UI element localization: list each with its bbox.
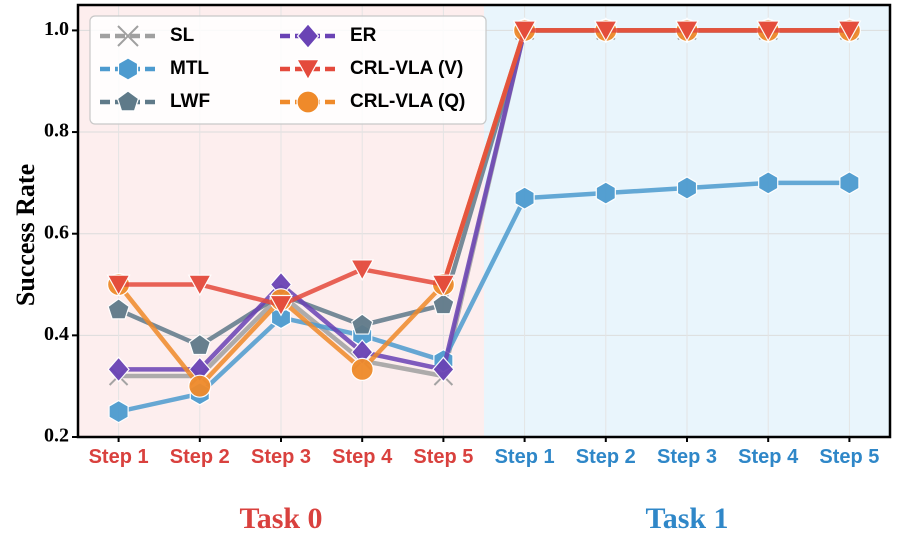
series-crl-vla-v-point-3 bbox=[350, 259, 375, 281]
legend-entry-er-marker bbox=[296, 22, 320, 50]
series-mtl-point-5 bbox=[514, 186, 535, 210]
series-lwf-point-1 bbox=[188, 333, 211, 356]
series-crl-vla-v-point-6 bbox=[593, 20, 618, 43]
series-crl-vla-v-point-1 bbox=[187, 274, 212, 297]
series-lwf-point-3 bbox=[351, 313, 374, 335]
series-crl-vla-v bbox=[106, 20, 862, 317]
series-crl-vla-v-line bbox=[116, 28, 852, 308]
x-tick-label-0: Step 1 bbox=[89, 446, 149, 468]
series-mtl-line bbox=[116, 180, 852, 414]
x-tick-label-6: Step 2 bbox=[576, 446, 636, 468]
series-crl-vla-v-point-8 bbox=[756, 20, 781, 43]
y-tick-label-1: 0.4 bbox=[44, 323, 69, 345]
series-lwf-point-0 bbox=[107, 298, 130, 320]
legend-entry-er-label: ER bbox=[350, 25, 377, 46]
x-tick-label-5: Step 1 bbox=[495, 446, 555, 468]
x-tick-label-2: Step 3 bbox=[251, 446, 311, 468]
legend-entry-crl-vla-q-label: CRL-VLA (Q) bbox=[350, 91, 465, 112]
series-crl-vla-v-point-7 bbox=[674, 20, 700, 43]
legend-entry-mtl: MTL bbox=[100, 57, 209, 81]
y-tick-label-4: 1.0 bbox=[44, 18, 69, 40]
legend-entry-er: ER bbox=[280, 22, 377, 50]
legend-entry-lwf-label: LWF bbox=[170, 91, 210, 112]
y-tick-label-0: 0.2 bbox=[44, 425, 69, 447]
x-tick-label-1: Step 2 bbox=[170, 446, 230, 468]
legend-entry-crl-vla-v-marker bbox=[295, 59, 321, 81]
series-mtl-point-7 bbox=[676, 176, 698, 200]
y-tick-label-2: 0.6 bbox=[44, 221, 69, 243]
group-label-1: Task 1 bbox=[645, 502, 728, 535]
legend-entry-mtl-marker bbox=[117, 57, 139, 81]
legend-entry-crl-vla-v: CRL-VLA (V) bbox=[280, 58, 463, 81]
x-tick-label-4: Step 5 bbox=[413, 446, 473, 468]
series-crl-vla-q-point-3 bbox=[350, 357, 374, 382]
series-mtl-point-6 bbox=[595, 181, 616, 205]
series-mtl-point-0 bbox=[108, 399, 129, 424]
axis-layer: Task 0 Task 1 0.2 0.4 0.6 0.8 1.0 Step 1 Step 2 S… bbox=[44, 3, 892, 535]
legend-entry-crl-vla-q-marker bbox=[296, 90, 320, 114]
x-tick-label-8: Step 4 bbox=[738, 446, 799, 468]
series-lwf-point-4 bbox=[432, 293, 455, 315]
y-tick-label-3: 0.8 bbox=[44, 120, 69, 142]
legend-entry-sl-marker bbox=[117, 25, 139, 47]
series-crl-vla-v-point-9 bbox=[837, 20, 862, 43]
series-crl-vla-v-point-5 bbox=[512, 20, 537, 43]
series-er-point-0 bbox=[107, 356, 130, 383]
x-tick-label-7: Step 3 bbox=[657, 446, 717, 468]
x-tick-label-3: Step 4 bbox=[332, 446, 393, 468]
series-crl-vla-q-point-1 bbox=[188, 374, 212, 398]
y-axis-label: Success Rate bbox=[11, 164, 40, 306]
legend-entry-lwf-marker bbox=[116, 90, 140, 112]
series-mtl-point-8 bbox=[758, 171, 779, 195]
legend-entry-sl-marker-stroke-b bbox=[117, 25, 139, 47]
series-er-point-4 bbox=[432, 356, 455, 383]
legend-entry-mtl-label: MTL bbox=[170, 58, 209, 79]
series-crl-vla-v-point-0 bbox=[106, 274, 131, 297]
legend-entry-sl-label: SL bbox=[170, 25, 195, 46]
legend-entry-crl-vla-v-label: CRL-VLA (V) bbox=[350, 58, 463, 79]
series-crl-vla-v-point-2 bbox=[268, 294, 294, 317]
legend: SL MTL LWF ER CRL-VLA (V) CRL-VLA (Q) bbox=[89, 15, 487, 125]
legend-entry-sl: SL bbox=[100, 25, 195, 47]
legend-entry-lwf: LWF bbox=[100, 90, 210, 112]
series-mtl-point-9 bbox=[839, 171, 860, 195]
series-crl-vla-v-point-4 bbox=[431, 274, 456, 297]
plot-frame bbox=[76, 3, 892, 439]
x-tick-label-9: Step 5 bbox=[819, 446, 879, 468]
series-layer bbox=[106, 17, 862, 424]
group-label-0: Task 0 bbox=[239, 502, 322, 535]
legend-entry-crl-vla-q: CRL-VLA (Q) bbox=[280, 90, 465, 114]
